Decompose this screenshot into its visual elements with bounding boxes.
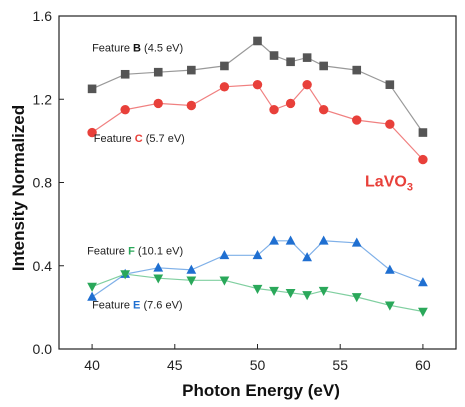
- data-point: [302, 252, 313, 262]
- data-point: [351, 293, 362, 303]
- data-point: [153, 67, 163, 77]
- annotation-feature-B: Feature B (4.5 eV): [92, 42, 183, 54]
- annotation-letter: B: [133, 42, 141, 54]
- data-point: [352, 65, 362, 75]
- axes: 40 45 50 55 60 0.0 0.4 0.8 1.2 1.6: [33, 8, 457, 373]
- data-point: [286, 57, 295, 67]
- series-C: [87, 79, 428, 165]
- data-point: [87, 291, 97, 301]
- annotation-feature-C: Feature C (5.7 eV): [94, 133, 185, 145]
- data-point: [153, 274, 164, 284]
- data-point: [186, 264, 197, 274]
- data-point: [252, 79, 263, 90]
- compound-base: LaVO: [365, 174, 407, 191]
- data-point: [352, 115, 362, 125]
- data-point: [87, 127, 97, 138]
- series-line: [91, 83, 424, 161]
- annotation-energy: (10.1 eV): [135, 245, 183, 257]
- data-point: [302, 291, 313, 301]
- data-point: [269, 235, 279, 245]
- data-point: [269, 104, 279, 115]
- data-point: [253, 36, 262, 46]
- annotation-prefix: Feature: [94, 133, 135, 145]
- data-point: [219, 82, 230, 92]
- y-axis-title: Intensity Normalized: [9, 105, 28, 271]
- data-point: [220, 61, 229, 71]
- annotation-letter: E: [133, 299, 140, 311]
- x-axis-title: Photon Energy (eV): [182, 381, 340, 400]
- data-point: [186, 276, 197, 286]
- data-point: [219, 250, 230, 260]
- series-B: [87, 36, 428, 137]
- data-point: [418, 154, 428, 165]
- data-point: [285, 235, 296, 245]
- data-point: [385, 80, 395, 89]
- data-point: [186, 100, 197, 111]
- data-point: [318, 104, 329, 115]
- y-tick-label: 0.8: [33, 175, 53, 191]
- data-point: [351, 237, 362, 247]
- data-point: [285, 98, 296, 109]
- annotation-prefix: Feature: [92, 42, 133, 54]
- annotation-letter: F: [128, 245, 135, 257]
- annotation-prefix: Feature: [92, 299, 133, 311]
- annotations: Feature B (4.5 eV)Feature C (5.7 eV)Feat…: [87, 42, 413, 311]
- data-point: [418, 307, 428, 317]
- data-point: [120, 270, 131, 280]
- x-tick-label: 40: [84, 357, 100, 373]
- data-point: [87, 282, 97, 292]
- data-point: [319, 61, 328, 71]
- data-point: [418, 277, 428, 287]
- annotation-letter: C: [135, 133, 143, 145]
- data-point: [87, 84, 97, 94]
- data-point: [285, 289, 296, 299]
- data-point: [252, 284, 263, 294]
- x-tick-label: 50: [250, 357, 266, 373]
- data-point: [120, 69, 130, 79]
- data-point: [318, 286, 329, 297]
- compound-label: LaVO3: [365, 174, 413, 194]
- data-point: [384, 301, 395, 311]
- y-tick-label: 1.6: [33, 8, 53, 24]
- data-point: [269, 286, 279, 297]
- data-point: [219, 276, 230, 286]
- data-point: [269, 51, 279, 60]
- annotation-energy: (4.5 eV): [141, 42, 183, 54]
- data-point: [302, 79, 312, 90]
- data-point: [120, 104, 130, 115]
- annotation-feature-E: Feature E (7.6 eV): [92, 299, 183, 311]
- y-tick-label: 1.2: [33, 91, 53, 107]
- data-point: [153, 98, 163, 109]
- x-tick-label: 55: [332, 357, 348, 373]
- compound-subscript: 3: [407, 182, 413, 194]
- data-point: [153, 262, 164, 272]
- annotation-energy: (7.6 eV): [140, 299, 182, 311]
- y-tick-label: 0.0: [33, 341, 53, 357]
- data-point: [252, 250, 263, 260]
- y-tick-label: 0.4: [33, 258, 53, 274]
- annotation-energy: (5.7 eV): [143, 133, 185, 145]
- data-point: [302, 53, 312, 62]
- data-point: [384, 264, 395, 274]
- x-tick-label: 45: [167, 357, 183, 373]
- x-tick-label: 60: [415, 357, 431, 373]
- annotation-prefix: Feature: [87, 245, 128, 257]
- data-point: [187, 65, 196, 75]
- data-point: [418, 128, 428, 137]
- series-F: [87, 235, 428, 301]
- plot-series: [87, 36, 428, 317]
- data-point: [318, 235, 329, 245]
- annotation-feature-F: Feature F (10.1 eV): [87, 245, 183, 257]
- data-point: [385, 119, 395, 129]
- series-E: [87, 270, 428, 317]
